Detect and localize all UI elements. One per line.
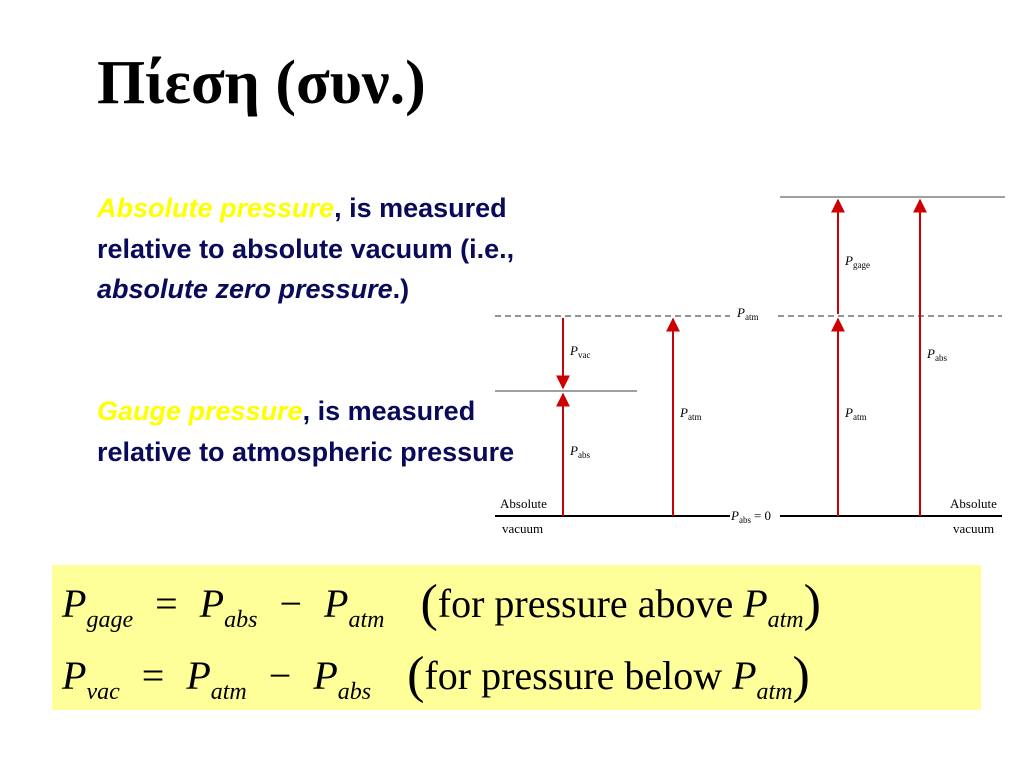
absolute-zero-pressure-term: absolute zero pressure — [97, 274, 393, 304]
formula-box: Pgage = Pabs − Patm (for pressure above … — [52, 565, 981, 710]
slide-title: Πίεση (συν.) — [97, 49, 426, 117]
gauge-pressure-text: , is measured relative to atmospheric pr… — [97, 396, 515, 467]
absolute-right-label: Absolute — [950, 496, 997, 511]
vacuum-pressure-formula: Pvac = Patm − Pabs (for pressure below P… — [62, 647, 810, 705]
absolute-pressure-term: Absolute pressure — [97, 193, 335, 223]
absolute-left-label: Absolute — [500, 496, 547, 511]
patm-left-label: Patm — [679, 405, 701, 422]
absolute-pressure-paragraph: Absolute pressure, is measured relative … — [97, 188, 517, 310]
pressure-diagram: Pvac Pabs Patm Pgage Patm Pabs Patm Pabs… — [495, 196, 1005, 536]
vacuum-right-label: vacuum — [953, 521, 994, 536]
pvac-label: Pvac — [569, 343, 590, 360]
vacuum-left-label: vacuum — [502, 521, 543, 536]
patm-right-label: Patm — [844, 405, 866, 422]
absolute-pressure-text: , is measured relative to absolute vacuu… — [97, 193, 515, 264]
gauge-pressure-term: Gauge pressure — [97, 396, 303, 426]
absolute-pressure-text-end: .) — [392, 274, 410, 304]
patm-level-label: Patm — [736, 305, 758, 322]
gauge-pressure-paragraph: Gauge pressure, is measured relative to … — [97, 391, 517, 472]
gage-pressure-formula: Pgage = Pabs − Patm (for pressure above … — [62, 575, 821, 633]
pabs-zero-label: Pabs = 0 — [730, 508, 771, 525]
pabs-left-label: Pabs — [569, 443, 590, 460]
pgage-label: Pgage — [844, 253, 870, 270]
pabs-right-label: Pabs — [926, 346, 947, 363]
